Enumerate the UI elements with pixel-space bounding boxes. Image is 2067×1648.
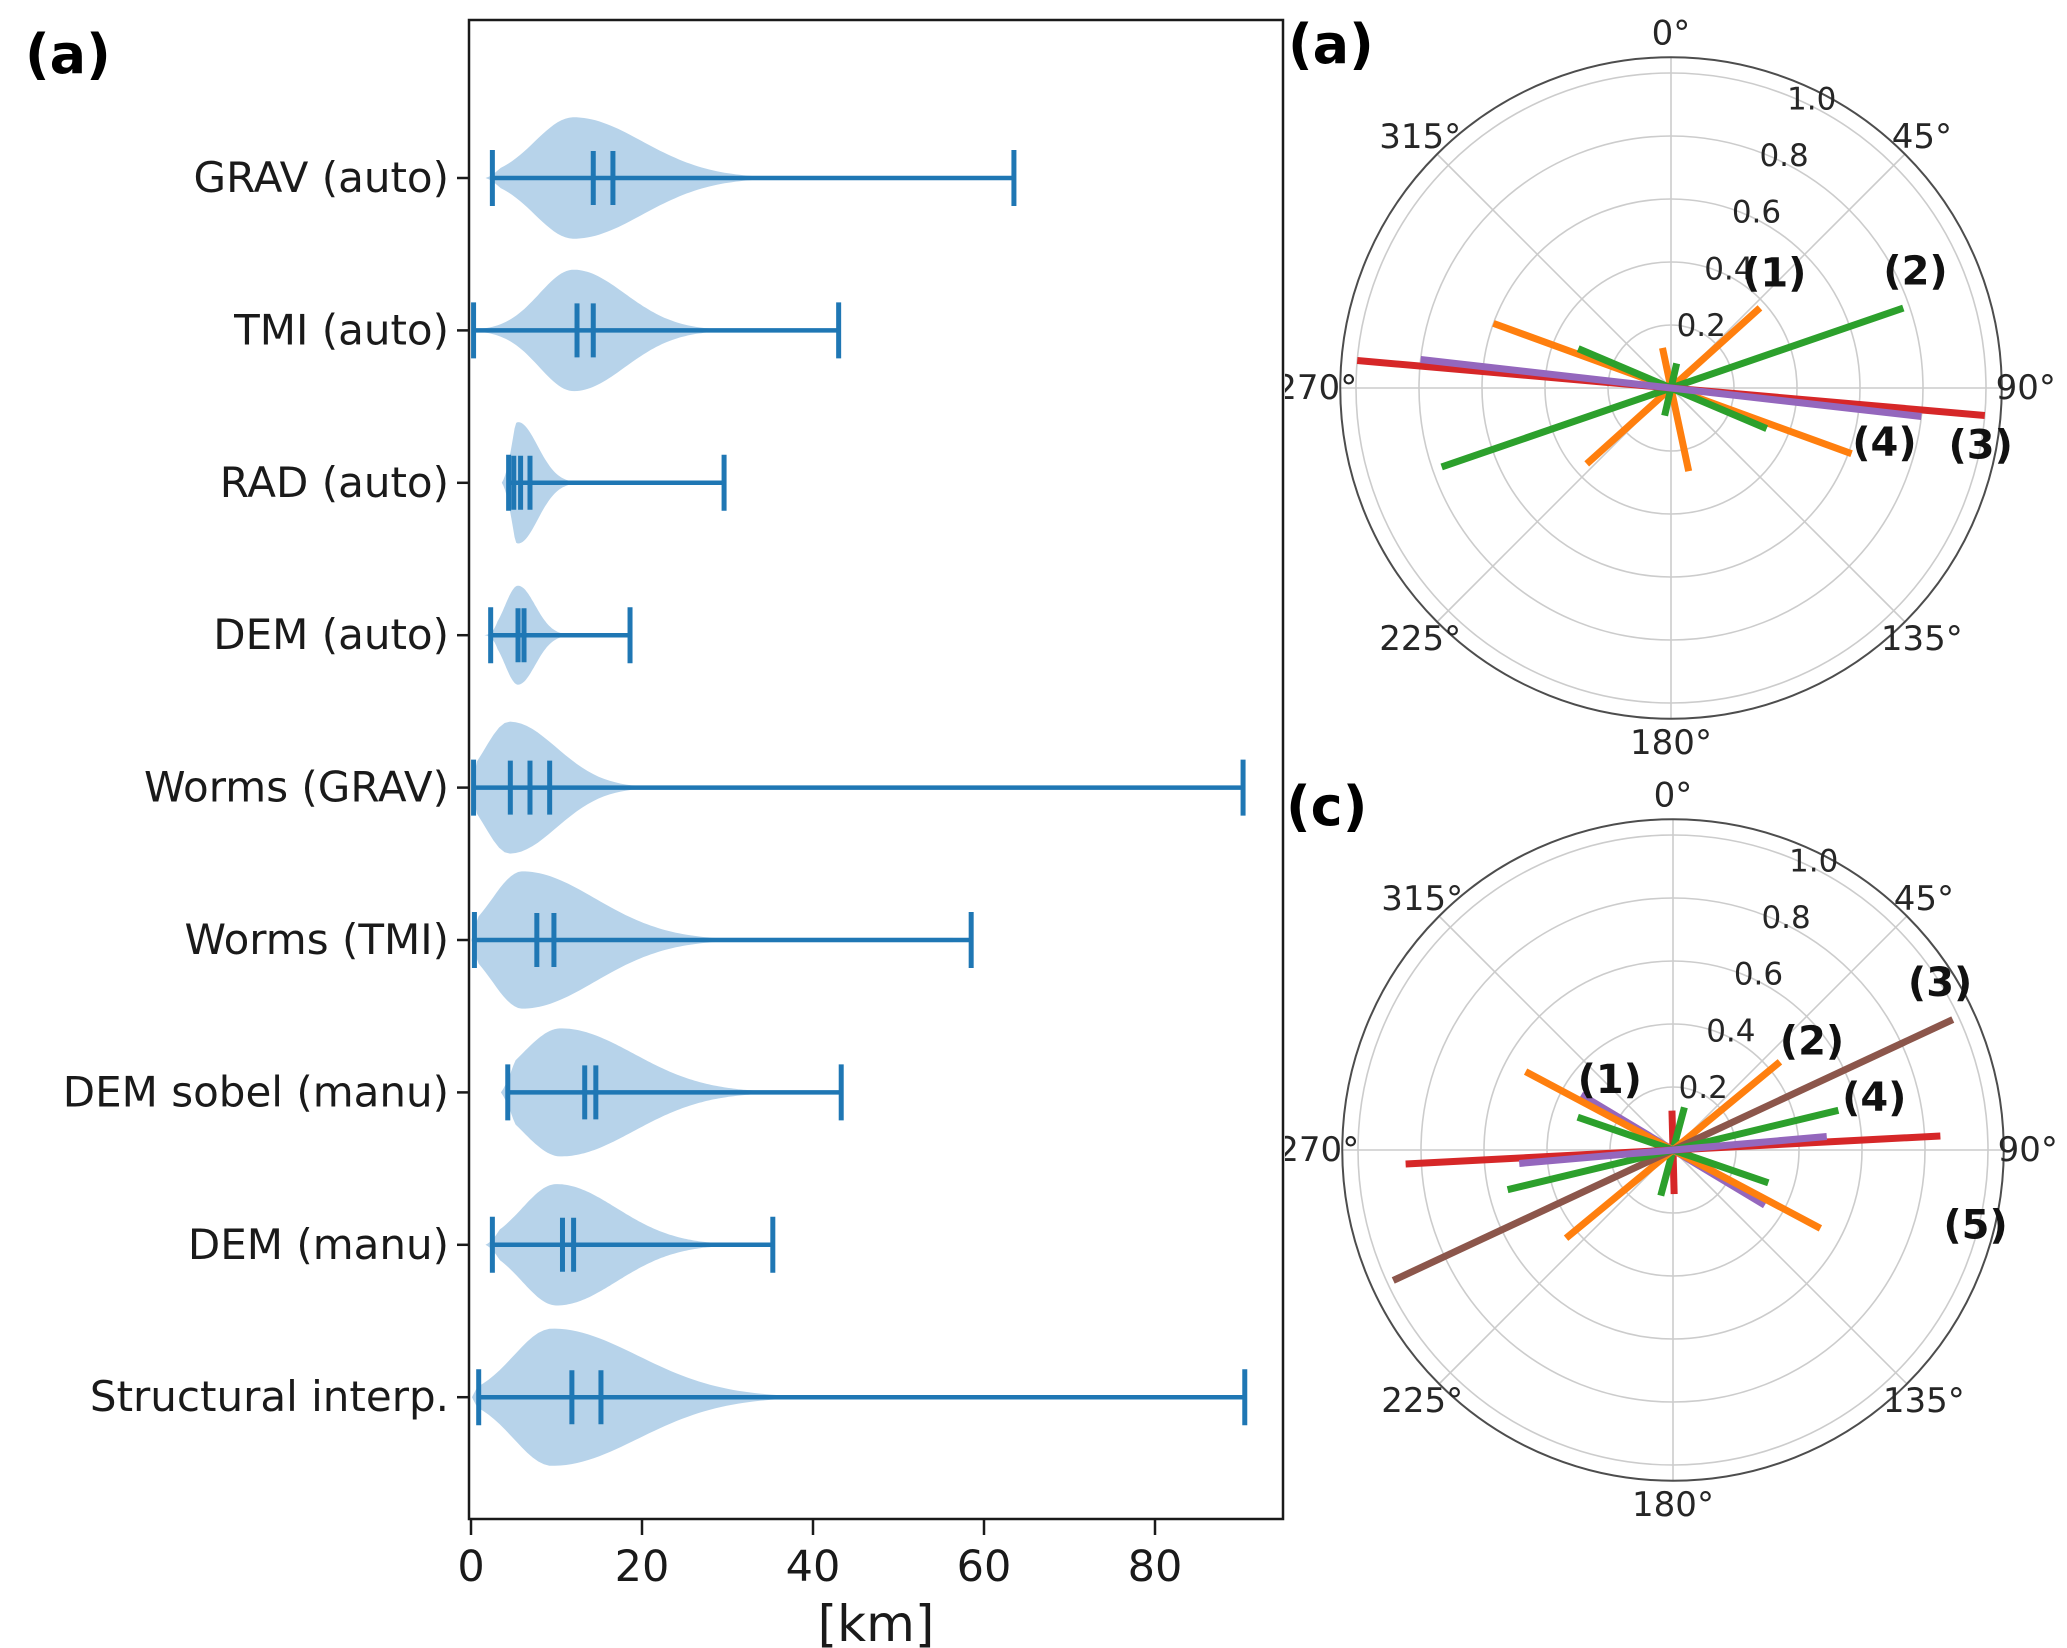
angle-label: 90° [1998,1130,2058,1170]
r-tick-label: 0.4 [1706,1013,1755,1049]
r-tick-label: 0.4 [1704,251,1753,287]
polar-annotation: (3) [1949,422,2013,468]
r-tick-label: 0.8 [1759,138,1808,174]
x-tick-label: 60 [957,1542,1012,1592]
row-label: DEM sobel (manu) [63,1067,449,1116]
row-label: RAD (auto) [220,458,449,507]
violin-row [485,1184,776,1306]
polar-annotation: (2) [1883,248,1947,294]
violin-row [500,1028,844,1157]
polar-boundary [1341,818,2005,1482]
r-gridline [1357,834,1989,1466]
angle-label: 225° [1379,619,1461,659]
row-label: Worms (TMI) [185,915,450,964]
row-label: GRAV (auto) [194,153,449,202]
r-gridline [1481,198,1861,578]
polar-annotation: (2) [1780,1018,1844,1064]
r-tick-label: 0.8 [1761,900,1810,936]
angle-label: 45° [1894,879,1954,919]
r-gridline [1418,135,1924,641]
r-gridline [1544,261,1798,515]
r-tick-label: 0.6 [1732,195,1781,231]
theta-gridline [1672,915,1908,1151]
row-label: DEM (auto) [213,610,449,659]
x-tick-label: 0 [457,1542,484,1592]
polar-annotation: (1) [1578,1057,1642,1103]
x-tick-label: 40 [786,1542,841,1592]
violin-plot: GRAV (auto) TMI (auto) RAD (auto) DEM (auto… [63,18,1285,1648]
row-label: DEM (manu) [188,1220,449,1269]
polar-grid [1339,56,2003,720]
purple-line-horiz [1518,1133,1828,1167]
purple-line-4 [1420,355,1922,421]
row-label: TMI (auto) [233,305,449,354]
r-tick-label: 0.2 [1677,308,1726,344]
angle-label: 270° [1285,368,1357,408]
violin-row [471,871,974,1009]
violin-row [471,721,1246,854]
r-gridline [1420,897,1926,1403]
angle-label: 315° [1381,879,1463,919]
row-label: Worms (GRAV) [144,763,449,812]
angle-label: 225° [1381,1381,1463,1421]
polar-plot-top: 0° 45° 90° 135° 180° 225° 270° 315° 0.2 0.4 0.6 0.8… [1285,13,2056,763]
orange-line-tiny [1659,347,1693,472]
r-tick-label: 0.2 [1679,1070,1728,1106]
polar-plot-bottom: 0° 45° 90° 135° 180° 225° 270° 315° 0.2 0.4 0.6 0.8… [1285,775,2058,1525]
violin-row [483,585,633,685]
theta-gridline [1438,915,1674,1151]
r-gridline [1607,324,1735,452]
r-tick-label: 1.0 [1789,843,1838,879]
angle-label: 180° [1632,1485,1714,1525]
violin-plot-area [471,117,1248,1466]
row-label: Structural interp. [90,1372,449,1421]
r-gridline [1355,72,1987,704]
polar-annotation: (4) [1852,420,1916,466]
x-tick-label: 80 [1128,1542,1183,1592]
polar-grid [1341,818,2005,1482]
theta-gridline [1438,1149,1674,1385]
angle-label: 180° [1630,723,1712,763]
r-tick-label: 1.0 [1787,81,1836,117]
violin-row [471,1328,1248,1466]
theta-gridline [1672,1149,1908,1385]
panel-label-polar-bottom: (c) [1286,775,1368,838]
violin-row [501,422,727,544]
theta-gridline [1436,153,1672,389]
angle-label: 45° [1892,117,1952,157]
polar-annotation: (3) [1908,960,1972,1006]
angle-label: 270° [1285,1130,1359,1170]
angle-label: 0° [1652,13,1691,53]
polar-annotation: (5) [1943,1202,2007,1248]
angle-label: 0° [1654,775,1693,815]
polar-annotation: (4) [1842,1075,1906,1121]
r-tick-label: 0.6 [1734,957,1783,993]
x-axis-label: [km] [818,1595,935,1648]
theta-gridline [1670,387,1906,623]
polar-annotation: (1) [1742,250,1806,296]
x-tick-label: 20 [615,1542,670,1592]
r-gridline [1483,960,1863,1340]
angle-label: 90° [1996,368,2056,408]
violin-row [485,117,1017,239]
violin-row [471,269,842,392]
angle-label: 135° [1881,619,1963,659]
plot-frame [467,18,1285,1521]
panel-label-violin: (a) [25,23,111,86]
panel-label-polar-top: (a) [1288,13,1374,76]
r-gridline [1546,1023,1800,1277]
angle-label: 315° [1379,117,1461,157]
angle-label: 135° [1883,1381,1965,1421]
polar-boundary [1339,56,2003,720]
